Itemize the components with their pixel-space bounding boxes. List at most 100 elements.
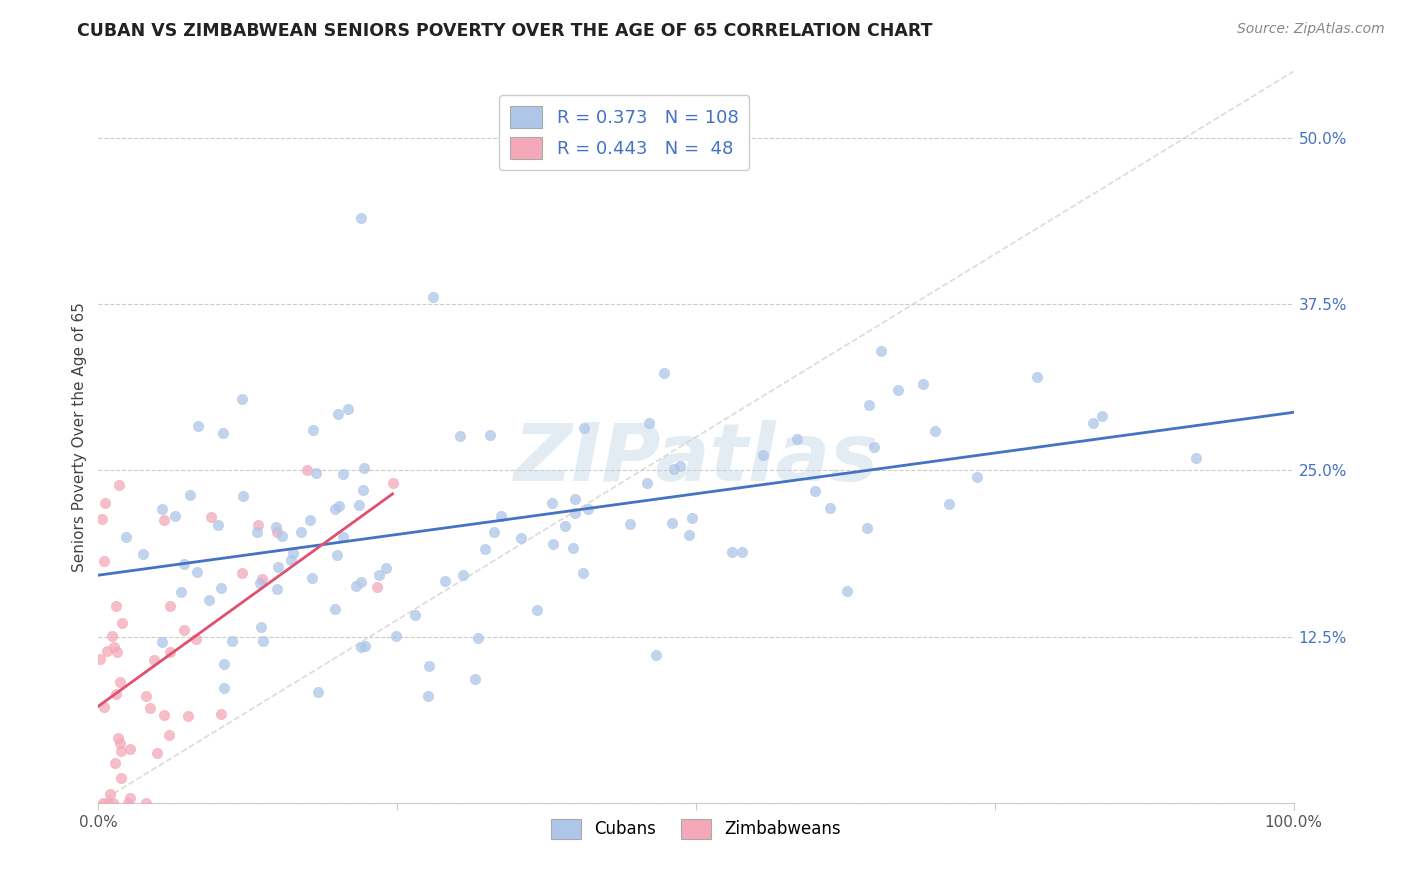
Point bbox=[173, 558, 195, 572]
Point bbox=[302, 423, 325, 437]
Text: CUBAN VS ZIMBABWEAN SENIORS POVERTY OVER THE AGE OF 65 CORRELATION CHART: CUBAN VS ZIMBABWEAN SENIORS POVERTY OVER… bbox=[77, 22, 932, 40]
Point bbox=[283, 546, 305, 560]
Point bbox=[644, 648, 666, 662]
Point bbox=[526, 603, 548, 617]
Point bbox=[1025, 370, 1047, 384]
Point bbox=[350, 211, 373, 225]
Point bbox=[433, 574, 456, 588]
Point bbox=[328, 499, 350, 513]
Point bbox=[350, 640, 373, 654]
Point bbox=[540, 496, 562, 510]
Point bbox=[200, 509, 222, 524]
Point bbox=[938, 497, 960, 511]
Point bbox=[887, 383, 910, 397]
Point bbox=[132, 548, 155, 562]
Point bbox=[804, 483, 827, 498]
Point bbox=[153, 707, 176, 722]
Point bbox=[562, 541, 585, 555]
Point bbox=[354, 639, 377, 653]
Point bbox=[541, 536, 564, 550]
Point bbox=[554, 519, 576, 533]
Point bbox=[299, 513, 322, 527]
Point bbox=[270, 528, 292, 542]
Point bbox=[96, 796, 118, 810]
Point bbox=[564, 492, 586, 507]
Point bbox=[307, 685, 329, 699]
Point bbox=[117, 796, 139, 810]
Point bbox=[135, 689, 157, 703]
Point bbox=[104, 756, 127, 770]
Point bbox=[323, 602, 346, 616]
Point bbox=[572, 566, 595, 581]
Point bbox=[96, 644, 118, 658]
Point bbox=[159, 599, 181, 614]
Point bbox=[576, 501, 599, 516]
Point bbox=[173, 623, 195, 637]
Point bbox=[267, 559, 290, 574]
Point bbox=[290, 524, 312, 539]
Point bbox=[93, 554, 115, 568]
Point bbox=[101, 629, 124, 643]
Point bbox=[464, 672, 486, 686]
Point bbox=[1091, 409, 1114, 424]
Point bbox=[221, 634, 243, 648]
Point bbox=[110, 615, 132, 630]
Point bbox=[449, 429, 471, 443]
Point bbox=[325, 501, 347, 516]
Point bbox=[250, 572, 273, 586]
Point bbox=[1083, 416, 1105, 430]
Point bbox=[352, 483, 374, 497]
Point bbox=[367, 567, 389, 582]
Point bbox=[731, 544, 754, 558]
Point bbox=[280, 553, 302, 567]
Point bbox=[305, 466, 328, 480]
Point bbox=[636, 475, 658, 490]
Point bbox=[177, 709, 200, 723]
Point bbox=[328, 407, 350, 421]
Point bbox=[91, 796, 114, 810]
Point bbox=[110, 772, 132, 786]
Point bbox=[153, 513, 176, 527]
Point bbox=[350, 574, 373, 589]
Point bbox=[231, 566, 253, 580]
Point bbox=[1185, 450, 1208, 465]
Point bbox=[89, 652, 111, 666]
Point bbox=[786, 432, 808, 446]
Point bbox=[110, 744, 132, 758]
Point bbox=[924, 424, 946, 438]
Point bbox=[232, 489, 254, 503]
Point bbox=[209, 581, 232, 595]
Point bbox=[94, 496, 117, 510]
Point bbox=[184, 632, 207, 646]
Point bbox=[209, 707, 232, 722]
Point bbox=[451, 568, 474, 582]
Point bbox=[752, 448, 775, 462]
Point bbox=[266, 525, 288, 540]
Point bbox=[669, 458, 692, 473]
Point bbox=[572, 421, 595, 435]
Point bbox=[135, 796, 157, 810]
Point bbox=[837, 584, 859, 599]
Y-axis label: Seniors Poverty Over the Age of 65: Seniors Poverty Over the Age of 65 bbox=[72, 302, 87, 572]
Point bbox=[418, 690, 440, 704]
Point bbox=[484, 524, 506, 539]
Point bbox=[115, 530, 138, 544]
Point bbox=[678, 528, 700, 542]
Point bbox=[344, 579, 367, 593]
Point bbox=[366, 580, 388, 594]
Point bbox=[858, 398, 880, 412]
Point bbox=[104, 688, 127, 702]
Text: ZIPatlas: ZIPatlas bbox=[513, 420, 879, 498]
Point bbox=[150, 501, 173, 516]
Point bbox=[856, 521, 879, 535]
Point bbox=[108, 478, 131, 492]
Point bbox=[374, 561, 396, 575]
Point bbox=[264, 520, 287, 534]
Point bbox=[170, 585, 193, 599]
Point bbox=[325, 548, 347, 562]
Point bbox=[337, 402, 360, 417]
Point bbox=[246, 525, 269, 540]
Point bbox=[108, 674, 131, 689]
Point bbox=[91, 512, 114, 526]
Point bbox=[101, 796, 124, 810]
